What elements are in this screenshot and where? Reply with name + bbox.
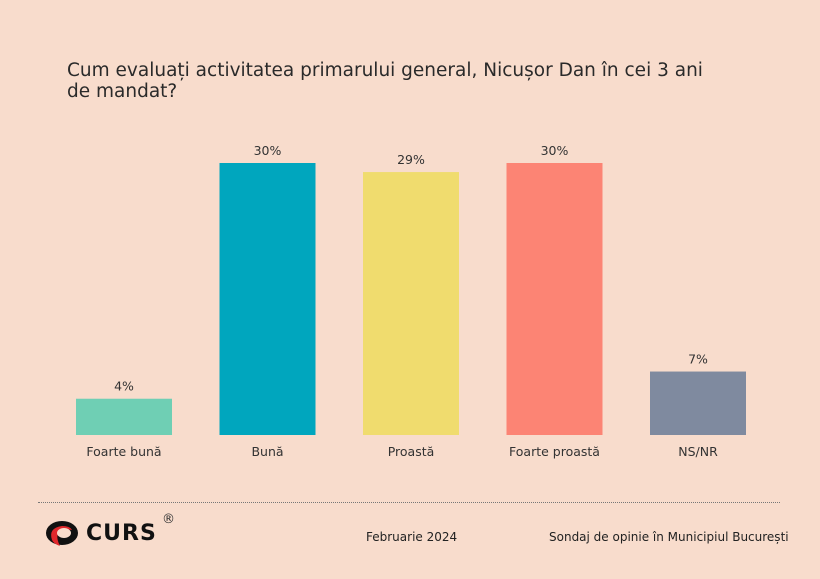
data-label: 30% xyxy=(254,143,282,158)
data-label: 4% xyxy=(114,379,134,394)
data-label: 29% xyxy=(397,152,425,167)
divider xyxy=(38,502,780,503)
survey-source: Sondaj de opinie în Municipiul București xyxy=(549,530,789,544)
bar xyxy=(76,398,172,435)
bar xyxy=(219,163,316,435)
bar-chart: 4% Foarte bună 30% Bună 29% Proastă 30% Foarte … xyxy=(76,143,746,459)
curs-logo-icon xyxy=(46,521,78,546)
category-label: Bună xyxy=(251,444,283,459)
survey-date: Februarie 2024 xyxy=(366,530,458,544)
category-label: Foarte bună xyxy=(86,444,161,459)
data-label: 30% xyxy=(541,143,569,158)
category-label: NS/NR xyxy=(678,444,718,459)
category-label: Foarte proastă xyxy=(509,444,600,459)
bar xyxy=(363,172,459,436)
logo-text: CURS xyxy=(86,520,157,546)
chart-title: Cum evaluați activitatea primarului gene… xyxy=(67,60,703,102)
bar xyxy=(506,163,603,435)
bar xyxy=(650,371,746,435)
data-label: 7% xyxy=(688,352,708,367)
curs-logo: CURS ® xyxy=(44,512,175,548)
registered-mark: ® xyxy=(162,512,175,527)
category-label: Proastă xyxy=(388,444,435,459)
